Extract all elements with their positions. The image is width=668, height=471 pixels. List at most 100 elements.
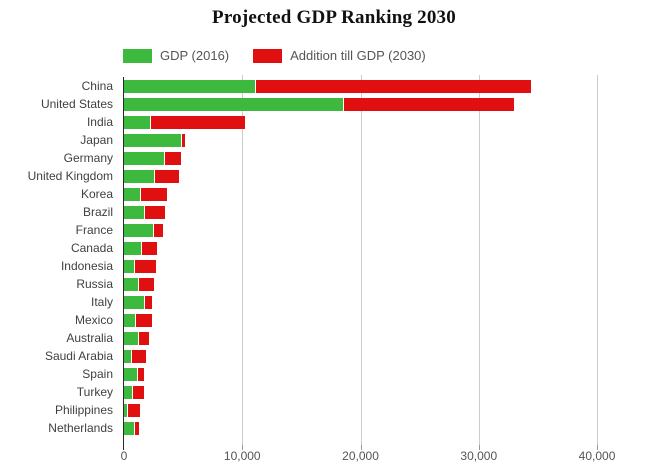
chart-title: Projected GDP Ranking 2030 — [212, 7, 456, 28]
bar-row: Saudi Arabia — [0, 347, 668, 365]
addition-2030-bar — [256, 79, 531, 93]
addition-2030-bar — [127, 403, 140, 417]
country-label: Indonesia — [60, 259, 113, 273]
legend-item-gdp-2016: GDP (2016) — [123, 48, 229, 63]
bar-row: Netherlands — [0, 419, 668, 437]
x-tick-mark — [478, 445, 480, 450]
x-tick-label: 40,000 — [578, 449, 616, 463]
country-label: China — [81, 79, 113, 93]
addition-2030-bar — [136, 313, 152, 327]
bar-row: Indonesia — [0, 257, 668, 275]
gridline — [597, 75, 599, 445]
x-tick-label: 30,000 — [460, 449, 498, 463]
bar-track — [124, 331, 668, 345]
gdp-2016-bar — [124, 349, 132, 363]
bar-track — [124, 259, 668, 273]
gdp-2016-bar — [124, 259, 136, 273]
gdp-2016-bar — [124, 313, 137, 327]
bar-row: Canada — [0, 239, 668, 257]
addition-2030-bar — [131, 349, 147, 363]
bar-track — [124, 169, 668, 183]
bar-track — [124, 385, 668, 399]
legend-swatch-red-icon — [253, 48, 283, 63]
bar-track — [124, 241, 668, 255]
chart-legend: GDP (2016) Addition till GDP (2030) — [123, 48, 450, 63]
bar-row: Russia — [0, 275, 668, 293]
gdp-2016-bar — [124, 205, 146, 219]
bar-row: India — [0, 113, 668, 131]
bar-row: France — [0, 221, 668, 239]
addition-2030-bar — [134, 421, 139, 435]
gdp-2016-bar — [124, 277, 140, 291]
addition-2030-bar — [141, 187, 167, 201]
legend-swatch-green-icon — [123, 48, 152, 63]
addition-2030-bar — [181, 133, 186, 147]
addition-2030-bar — [138, 367, 145, 381]
gdp-2016-bar — [124, 115, 152, 129]
bar-track — [124, 349, 668, 363]
bar-row: Philippines — [0, 401, 668, 419]
plot-area: China United States India Japan Germany Unite… — [0, 75, 668, 450]
addition-2030-bar — [132, 385, 144, 399]
gdp-2016-bar — [124, 367, 139, 381]
gdp-2016-bar — [124, 79, 257, 93]
bar-row: Brazil — [0, 203, 668, 221]
gdp-2016-bar — [124, 331, 139, 345]
gdp-2016-bar — [124, 295, 146, 309]
bar-row: Japan — [0, 131, 668, 149]
addition-2030-bar — [343, 97, 515, 111]
gdp-2016-bar — [124, 97, 344, 111]
bar-row: Mexico — [0, 311, 668, 329]
country-label: Brazil — [82, 205, 113, 219]
country-label: France — [75, 223, 113, 237]
bar-track — [124, 151, 668, 165]
gdp-2016-bar — [124, 187, 142, 201]
bar-track — [124, 313, 668, 327]
country-label: India — [86, 115, 113, 129]
bar-row: Spain — [0, 365, 668, 383]
gridline — [242, 75, 244, 445]
gdp-2016-bar — [124, 223, 154, 237]
addition-2030-bar — [135, 259, 156, 273]
x-tick-mark — [597, 445, 599, 450]
bar-track — [124, 79, 668, 93]
bar-row: Italy — [0, 293, 668, 311]
country-label: Canada — [70, 241, 113, 255]
addition-2030-bar — [142, 241, 157, 255]
country-label: Russia — [76, 277, 113, 291]
bar-track — [124, 277, 668, 291]
gdp-2016-bar — [124, 421, 135, 435]
bar-row: China — [0, 77, 668, 95]
bar-track — [124, 367, 668, 381]
gdp-2016-bar — [124, 151, 166, 165]
bar-row: United States — [0, 95, 668, 113]
x-tick-label: 20,000 — [342, 449, 379, 463]
country-label: Mexico — [74, 313, 113, 327]
bar-row: Turkey — [0, 383, 668, 401]
country-label: Japan — [80, 133, 113, 147]
country-label: Saudi Arabia — [44, 349, 113, 363]
gdp-2016-bar — [124, 403, 128, 417]
y-axis-line — [123, 77, 124, 450]
gridline — [360, 75, 362, 445]
country-label: United Kingdom — [27, 169, 113, 183]
addition-2030-bar — [139, 277, 154, 291]
addition-2030-bar — [153, 223, 164, 237]
grid-layer — [123, 75, 668, 450]
country-label: Spain — [82, 367, 113, 381]
bar-track — [124, 97, 668, 111]
legend-label-addition-2030: Addition till GDP (2030) — [290, 48, 426, 63]
bar-row: United Kingdom — [0, 167, 668, 185]
addition-2030-bar — [145, 295, 152, 309]
country-label: United States — [40, 97, 113, 111]
bar-track — [124, 205, 668, 219]
addition-2030-bar — [151, 115, 245, 129]
addition-2030-bar — [145, 205, 165, 219]
addition-2030-bar — [138, 331, 149, 345]
legend-item-addition-2030: Addition till GDP (2030) — [253, 48, 426, 63]
x-tick-label: 0 — [120, 449, 128, 463]
addition-2030-bar — [155, 169, 179, 183]
bar-track — [124, 187, 668, 201]
bar-track — [124, 295, 668, 309]
